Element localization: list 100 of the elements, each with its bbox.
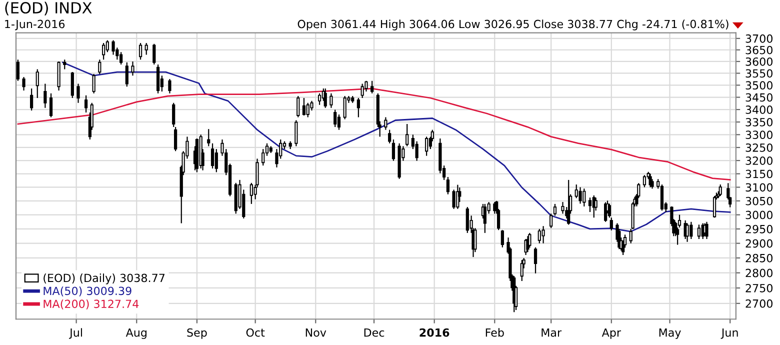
y-tick-label: 2850 (746, 254, 772, 262)
candlestick (534, 246, 538, 274)
candlestick (36, 68, 39, 99)
candlestick (318, 92, 322, 106)
y-tick-label: 3150 (746, 170, 772, 178)
y-tick-label: 3200 (746, 156, 772, 165)
x-tick-label: Nov (306, 328, 326, 337)
candlestick (302, 97, 306, 116)
candlestick (697, 224, 701, 240)
x-tick-label: Jun (720, 328, 738, 339)
candlestick (207, 128, 210, 147)
candlestick (138, 42, 142, 60)
candlestick (384, 116, 388, 130)
candlestick (567, 179, 570, 226)
candlestick (550, 213, 553, 229)
y-tick-label: 3350 (746, 118, 772, 126)
candlestick (106, 40, 109, 53)
candlestick (500, 230, 504, 248)
candlestick (330, 92, 333, 108)
candlestick (112, 40, 115, 56)
candlestick (718, 184, 722, 197)
candlestick (294, 120, 298, 147)
candlestick (712, 195, 716, 218)
candlestick (296, 95, 300, 118)
candlestick (446, 176, 450, 195)
candlestick (388, 129, 392, 144)
candlestick (553, 203, 557, 216)
line-series (17, 88, 731, 180)
candlestick (172, 102, 176, 128)
candlestick (44, 83, 47, 108)
candlestick (483, 203, 486, 234)
candlestick (250, 182, 253, 204)
candlestick (343, 95, 346, 120)
legend-label: MA(50) 3009.39 (44, 286, 132, 296)
y-tick-label: 3250 (746, 143, 772, 152)
candlestick (360, 83, 364, 99)
candlestick (22, 76, 26, 92)
text: 1-Jun-2016 (5, 20, 65, 30)
candlestick (588, 197, 592, 213)
candlestick (30, 88, 34, 112)
candlestick (690, 221, 693, 240)
x-tick-label: Jul (69, 328, 82, 339)
candlestick (582, 188, 586, 207)
y-tick-label: 3600 (746, 57, 772, 66)
y-tick-label: 3400 (746, 106, 772, 114)
y-tick-label: 3000 (746, 210, 772, 220)
candlestick (63, 59, 66, 70)
candlestick (686, 222, 689, 242)
candlestick (49, 92, 53, 118)
chart-title: (EOD) INDX (5, 2, 92, 16)
candlestick (92, 73, 96, 94)
candlestick (520, 259, 524, 282)
candlestick (102, 42, 106, 60)
y-tick-label: 3050 (746, 196, 772, 206)
candlestick (156, 64, 160, 94)
x-tick-label: Aug (126, 328, 146, 339)
candlestick (356, 97, 360, 118)
y-tick-label: 3300 (746, 130, 772, 140)
y-tick-label: 3550 (746, 69, 772, 78)
y-tick-label: 2750 (746, 284, 772, 292)
candlestick (144, 42, 148, 56)
candlestick (542, 226, 545, 244)
candlestick (16, 59, 20, 82)
x-tick-label: Mar (542, 328, 562, 337)
candlestick (608, 203, 612, 218)
candlestick (705, 221, 708, 240)
candlestick (306, 102, 310, 118)
y-tick-label: 3450 (746, 93, 772, 102)
y-tick-label: 2950 (746, 224, 772, 234)
candlestick (424, 136, 428, 156)
legend-label: MA(200) 3127.74 (44, 299, 139, 310)
candlestick (561, 201, 564, 214)
candlestick (214, 148, 218, 173)
candlestick (334, 109, 337, 128)
candlestick (125, 62, 128, 88)
y-tick-label: 2800 (746, 268, 772, 278)
y-tick-label: 3500 (746, 81, 772, 90)
candlestick (76, 83, 80, 104)
candlestick (452, 189, 456, 210)
x-tick-label: Dec (364, 328, 384, 337)
y-tick-label: 2900 (746, 239, 772, 248)
candlestick (98, 59, 102, 75)
candlestick (392, 138, 396, 162)
candlestick (168, 78, 172, 94)
candlestick (466, 206, 469, 234)
candlestick (528, 232, 532, 248)
x-tick-label: May (659, 328, 681, 339)
candlestick (660, 184, 664, 212)
y-tick-label: 3700 (746, 34, 772, 43)
candlestick (174, 126, 178, 152)
candlestick (642, 174, 646, 188)
candlestick (152, 43, 156, 66)
candlestick (120, 52, 123, 66)
candlestick (210, 142, 214, 170)
candlestick (337, 114, 341, 130)
candlestick (262, 148, 265, 166)
candlestick (324, 88, 327, 108)
y-tick-label: 3650 (746, 46, 772, 54)
x-tick-label: Oct (246, 328, 265, 337)
candlestick (406, 123, 409, 147)
